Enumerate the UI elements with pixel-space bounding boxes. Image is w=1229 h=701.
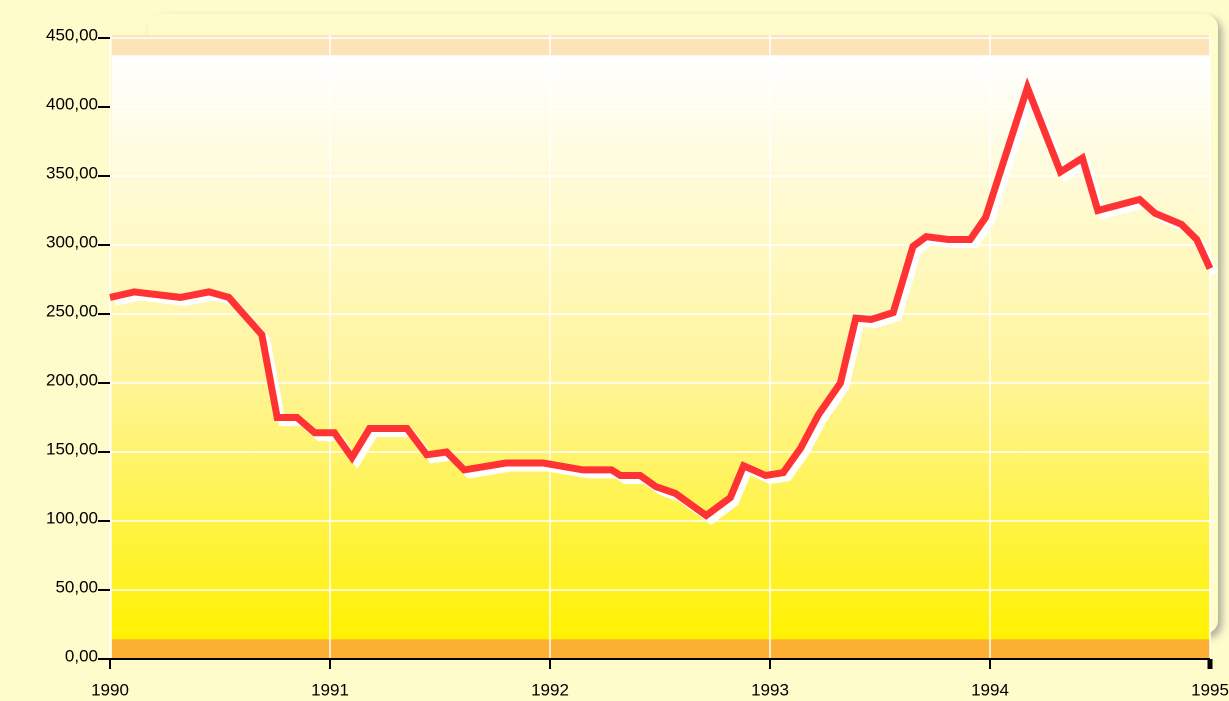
line — [109, 77, 1214, 520]
y-tick-label: 100,00 — [46, 508, 98, 527]
x-tick-label: 1995 — [1191, 680, 1229, 699]
y-tick-label: 450,00 — [46, 25, 98, 44]
x-tick-label: 1992 — [531, 680, 569, 699]
y-tick-label: 50,00 — [55, 577, 98, 596]
y-tick-label: 350,00 — [46, 163, 98, 182]
x-tick-label: 1994 — [971, 680, 1009, 699]
y-tick-label: 300,00 — [46, 232, 98, 251]
x-tick-label: 1991 — [311, 680, 349, 699]
x-tick-label: 1993 — [751, 680, 789, 699]
y-tick-label: 0,00 — [65, 646, 98, 665]
plot-area — [112, 35, 1210, 659]
x-tick-label: 1990 — [91, 680, 129, 699]
y-tick-label: 250,00 — [46, 301, 98, 320]
y-tick-label: 150,00 — [46, 439, 98, 458]
y-tick-label: 400,00 — [46, 94, 98, 113]
y-tick-label: 200,00 — [46, 370, 98, 389]
